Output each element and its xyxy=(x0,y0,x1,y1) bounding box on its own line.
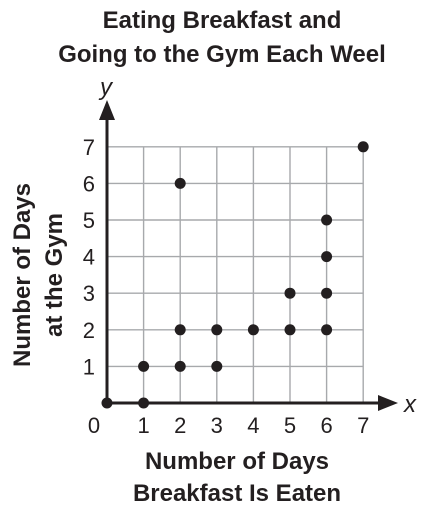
data-point xyxy=(321,324,333,336)
data-point xyxy=(138,360,150,372)
chart-title: Eating Breakfast and Going to the Gym Ea… xyxy=(58,7,386,68)
data-point xyxy=(357,141,369,153)
x-tick-label: 7 xyxy=(357,413,369,438)
y-tick-label: 6 xyxy=(83,171,95,196)
x-axis-title-line-2: Breakfast Is Eaten xyxy=(133,480,341,507)
data-points xyxy=(101,141,369,409)
x-axis-title-line-1: Number of Days xyxy=(145,448,329,475)
data-point xyxy=(284,324,296,336)
origin-tick-label: 0 xyxy=(88,413,100,438)
grid xyxy=(107,146,364,403)
data-point xyxy=(138,397,150,409)
y-axis-title-line-1: Number of Days xyxy=(9,183,36,367)
data-point xyxy=(211,324,223,336)
x-tick-label: 2 xyxy=(174,413,186,438)
data-point xyxy=(284,287,296,299)
data-point xyxy=(211,360,223,372)
data-point xyxy=(321,214,333,226)
x-axis-title: Number of Days Breakfast Is Eaten xyxy=(133,448,341,507)
y-axis-arrow xyxy=(99,100,115,120)
x-axis-variable: x xyxy=(403,391,417,418)
y-tick-label: 7 xyxy=(83,135,95,160)
x-tick-label: 1 xyxy=(137,413,149,438)
y-axis-title: Number of Days at the Gym xyxy=(9,183,68,367)
data-point xyxy=(174,360,186,372)
data-point xyxy=(174,324,186,336)
data-point xyxy=(174,177,186,189)
data-point xyxy=(101,397,113,409)
chart-title-line-2: Going to the Gym Each Weel xyxy=(58,41,386,68)
x-axis-arrow xyxy=(378,395,398,411)
y-tick-label: 5 xyxy=(83,208,95,233)
x-tick-label: 4 xyxy=(247,413,259,438)
x-tick-label: 5 xyxy=(284,413,296,438)
y-tick-label: 3 xyxy=(83,281,95,306)
y-tick-label: 4 xyxy=(83,245,95,270)
chart-title-line-1: Eating Breakfast and xyxy=(103,7,342,34)
x-tick-label: 3 xyxy=(211,413,223,438)
data-point xyxy=(321,287,333,299)
y-tick-label: 2 xyxy=(83,318,95,343)
y-axis-title-line-2: at the Gym xyxy=(41,213,68,337)
data-point xyxy=(247,324,259,336)
y-tick-label: 1 xyxy=(83,354,95,379)
y-axis-variable: y xyxy=(98,74,114,101)
data-point xyxy=(321,251,333,263)
x-tick-label: 6 xyxy=(320,413,332,438)
axes xyxy=(99,100,398,411)
